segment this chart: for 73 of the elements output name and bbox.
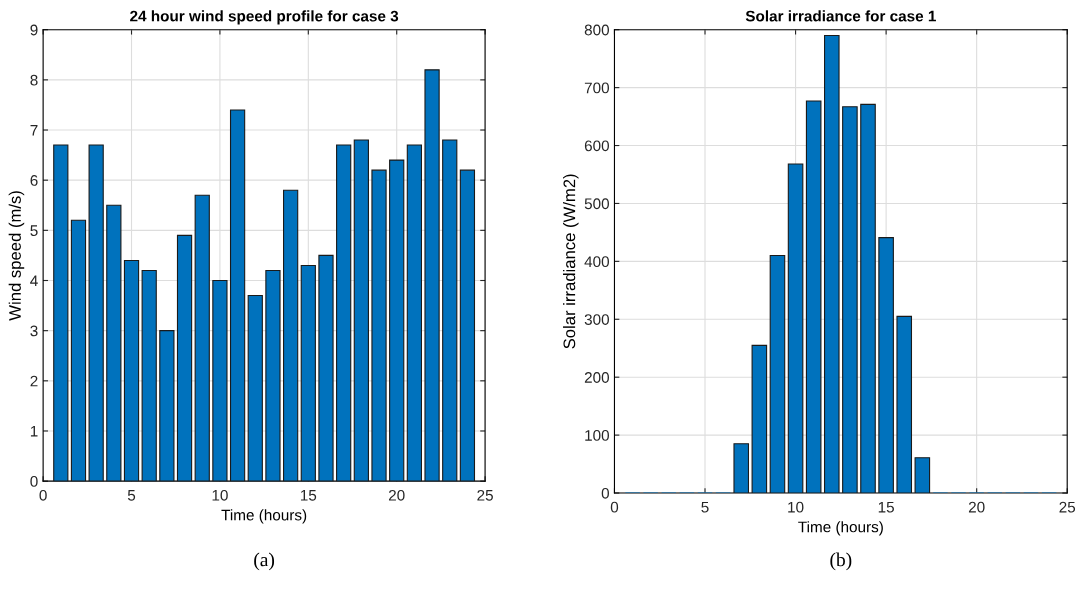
x-axis-title: Time (hours): [798, 521, 883, 536]
bar: [265, 269, 281, 482]
y-tick-label: 200: [584, 372, 609, 383]
bar: [842, 106, 858, 494]
bar: [805, 100, 822, 494]
y-tick-label: 600: [584, 140, 609, 152]
x-tick-label: 10: [788, 501, 804, 513]
bar: [53, 144, 69, 482]
y-tick-label: 700: [584, 82, 609, 94]
bar: [769, 255, 786, 494]
x-tick-label: 0: [610, 501, 619, 513]
bar: [212, 279, 228, 482]
y-tick-label: 0: [30, 476, 38, 487]
x-tick-label: 5: [127, 490, 136, 501]
x-tick-label: 20: [388, 489, 405, 501]
bar: [70, 219, 87, 482]
y-axis-title: Wind speed (m/s): [8, 191, 25, 321]
bar: [318, 254, 334, 482]
y-tick-label: 7: [30, 125, 38, 136]
bar: [914, 457, 931, 494]
x-tick-label: 25: [477, 489, 493, 501]
x-tick-label: 5: [701, 501, 709, 513]
text: (a): [254, 552, 275, 571]
y-tick-label: 4: [30, 275, 38, 287]
x-tick-label: 15: [878, 501, 894, 513]
bar: [106, 204, 122, 482]
chart-title: 24 hour wind speed profile for case 3: [130, 10, 399, 25]
x-tick-label: 25: [1059, 501, 1076, 513]
bar: [896, 315, 913, 494]
bar: [300, 264, 316, 482]
bar: [247, 294, 263, 482]
y-tick-label: 1: [30, 426, 38, 437]
x-tick-label: 0: [39, 489, 47, 501]
y-axis-title: Solar irradiance (W/m2): [563, 174, 579, 349]
x-tick-label: 20: [968, 501, 985, 513]
bar: [823, 34, 840, 494]
bar: [353, 139, 369, 482]
y-tick-label: 9: [30, 24, 38, 36]
bar: [459, 169, 476, 482]
bar: [860, 103, 876, 494]
bar: [336, 144, 352, 482]
y-tick-label: 6: [30, 175, 38, 186]
y-tick-label: 300: [584, 314, 609, 325]
y-tick-label: 8: [30, 74, 38, 86]
chart-title: Solar irradiance for case 1: [745, 10, 936, 22]
bar: [229, 109, 246, 482]
x-tick-label: 15: [300, 490, 317, 501]
bar: [371, 169, 387, 482]
y-tick-label: 800: [584, 24, 609, 36]
y-tick-label: 500: [584, 198, 609, 210]
y-tick-label: 3: [30, 325, 38, 337]
y-tick-label: 2: [30, 375, 38, 387]
x-tick-label: 10: [212, 489, 228, 501]
bar: [787, 163, 804, 494]
bar: [159, 330, 175, 482]
bar: [733, 443, 750, 494]
bar: [194, 194, 210, 482]
y-tick-label: 5: [30, 225, 38, 237]
bar: [751, 344, 768, 494]
bar: [878, 237, 894, 494]
text: (b): [830, 552, 852, 571]
bar: [123, 259, 140, 482]
bar: [141, 269, 157, 482]
y-tick-label: 100: [585, 429, 609, 441]
x-axis-title: Time (hours): [221, 509, 307, 524]
bar: [442, 139, 458, 482]
bar: [176, 234, 193, 482]
bar: [88, 144, 104, 482]
y-tick-label: 400: [584, 256, 609, 268]
bar: [406, 144, 423, 482]
bar: [283, 189, 299, 482]
bar: [424, 69, 440, 482]
bar: [389, 159, 405, 482]
